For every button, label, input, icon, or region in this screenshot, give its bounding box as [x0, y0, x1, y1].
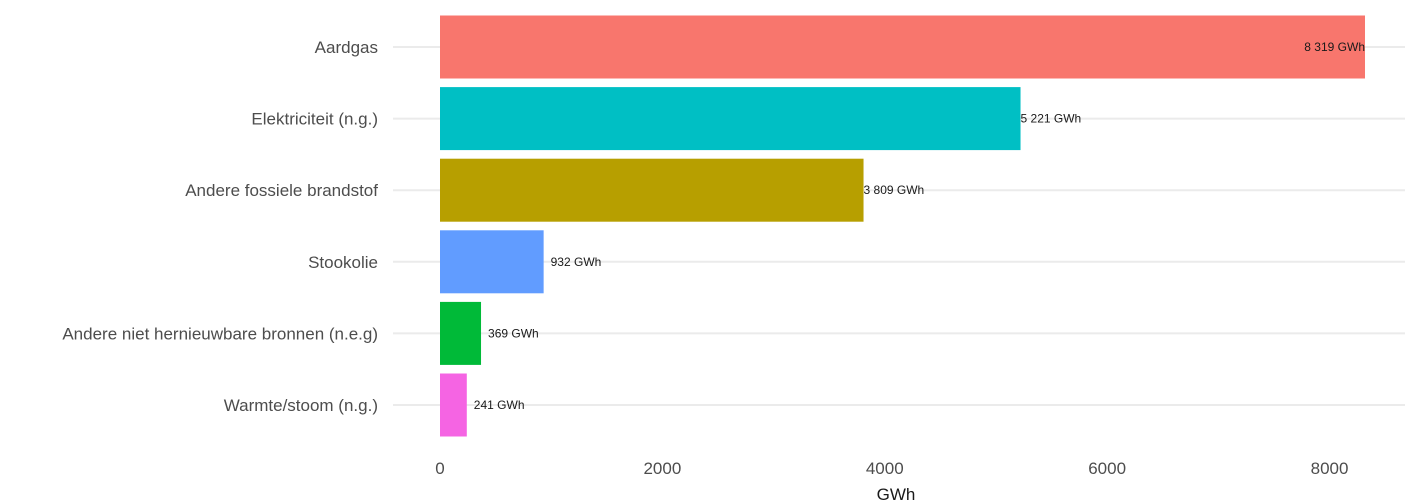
- category-labels: Aardgas Elektriciteit (n.g.) Andere fossie…: [62, 38, 378, 415]
- x-tick-label: 2000: [643, 459, 681, 478]
- category-label: Aardgas: [315, 38, 378, 57]
- bars: [440, 15, 1365, 437]
- category-label: Stookolie: [308, 253, 378, 272]
- x-tick-label: 4000: [866, 459, 904, 478]
- bar: [440, 15, 1365, 79]
- data-labels: 8 319 GWh 5 221 GWh 3 809 GWh 932 GWh 369 GW…: [474, 40, 1365, 412]
- data-label: 8 319 GWh: [1304, 40, 1365, 54]
- bar: [440, 373, 467, 437]
- bar: [440, 230, 544, 294]
- x-tick-label: 8000: [1311, 459, 1349, 478]
- x-tick-label: 0: [435, 459, 444, 478]
- category-label: Warmte/stoom (n.g.): [224, 396, 378, 415]
- data-label: 369 GWh: [488, 326, 539, 340]
- category-label: Andere fossiele brandstof: [185, 181, 378, 200]
- bar: [440, 158, 864, 222]
- category-label: Elektriciteit (n.g.): [251, 110, 378, 129]
- x-axis-title: GWh: [877, 485, 916, 503]
- data-label: 932 GWh: [551, 255, 602, 269]
- bar: [440, 87, 1021, 151]
- bar: [440, 301, 482, 365]
- x-tick-label: 6000: [1088, 459, 1126, 478]
- data-label: 5 221 GWh: [1021, 112, 1082, 126]
- category-label: Andere niet hernieuwbare bronnen (n.e.g): [62, 324, 378, 343]
- data-label: 241 GWh: [474, 398, 525, 412]
- data-label: 3 809 GWh: [864, 183, 925, 197]
- x-tick-labels: 0 2000 4000 6000 8000: [435, 459, 1348, 478]
